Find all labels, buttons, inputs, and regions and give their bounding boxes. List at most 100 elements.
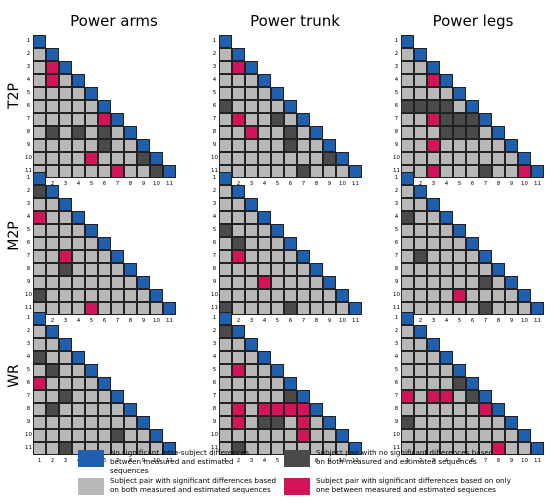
matrix-cell [401,61,414,74]
row-tick-label: 1 [26,315,31,321]
matrix-cell [46,302,59,315]
matrix-cell [414,429,427,442]
row-tick-label: 6 [26,380,31,386]
matrix-cell [33,185,46,198]
matrix-cell [137,442,150,455]
matrix-cell [297,429,310,442]
matrix-cell [33,416,46,429]
matrix-cell [46,351,59,364]
row-tick-label: 1 [394,175,399,181]
matrix-cell [33,87,46,100]
matrix-cell [124,442,137,455]
matrix-cell [492,403,505,416]
row-tick-label: 11 [211,305,218,311]
matrix-cell [258,152,271,165]
row-tick-label: 2 [394,188,399,194]
matrix-cell [245,100,258,113]
matrix-cell [245,289,258,302]
col-tick-label: 3 [249,318,254,324]
matrix-cell [401,403,414,416]
matrix-cell [466,100,479,113]
matrix-cell [85,377,98,390]
matrix-cell [518,429,531,442]
matrix-cell [310,429,323,442]
row-tick-label: 9 [212,279,217,285]
matrix-cell [232,185,245,198]
matrix-cell [85,416,98,429]
matrix-cell [245,442,258,455]
row-tick-label: 3 [394,201,399,207]
matrix-cell [323,416,336,429]
matrix-cell [59,224,72,237]
row-tick-label: 6 [394,240,399,246]
matrix-cell [72,276,85,289]
matrix-cell [414,237,427,250]
matrix-cell [98,429,111,442]
matrix-cell [297,250,310,263]
legend: No significant intra-subject differences… [0,448,550,503]
matrix-cell [401,364,414,377]
matrix-cell [492,442,505,455]
matrix-cell [310,139,323,152]
matrix-cell [85,87,98,100]
row-tick-label: 1 [212,315,217,321]
matrix-cell [98,263,111,276]
matrix-cell [232,416,245,429]
col-tick-label: 3 [249,458,254,464]
col-tick-label: 3 [431,458,436,464]
col-tick-label: 10 [339,318,346,324]
matrix-cell [46,48,59,61]
matrix-cell [466,276,479,289]
matrix-cell [414,198,427,211]
col-tick-label: 8 [496,181,501,187]
matrix-cell [72,351,85,364]
row-tick-label: 5 [394,227,399,233]
col-tick-label: 2 [50,318,55,324]
matrix-cell [219,429,232,442]
matrix-cell [33,61,46,74]
matrix-cell [401,172,414,185]
matrix-cell [271,152,284,165]
row-tick-label: 5 [26,90,31,96]
matrix-cell [232,276,245,289]
matrix-cell [245,61,258,74]
matrix-cell [150,302,163,315]
col-tick-label: 2 [50,458,55,464]
column-title-power-trunk: Power trunk [250,12,340,30]
matrix-cell [59,61,72,74]
matrix-cell [440,224,453,237]
matrix-cell [219,289,232,302]
matrix-cell [414,61,427,74]
matrix-cell [505,442,518,455]
matrix-cell [163,442,176,455]
matrix-cell [427,87,440,100]
matrix-cell [111,403,124,416]
matrix-cell [310,403,323,416]
col-tick-label: 11 [166,458,173,464]
matrix-cell [33,429,46,442]
col-tick-label: 4 [444,458,449,464]
matrix-cell [453,165,466,178]
matrix-cell [479,139,492,152]
row-tick-label: 4 [394,77,399,83]
row-tick-label: 6 [212,103,217,109]
col-tick-label: 4 [262,458,267,464]
matrix-cell [232,198,245,211]
matrix-cell [453,113,466,126]
col-tick-label: 11 [166,181,173,187]
matrix-cell [59,87,72,100]
matrix-cell [440,126,453,139]
col-tick-label: 4 [262,318,267,324]
matrix-cell [258,276,271,289]
matrix-cell [453,224,466,237]
matrix-cell [427,364,440,377]
matrix-cell [111,139,124,152]
matrix-cell [111,442,124,455]
matrix-cell [245,152,258,165]
matrix-cell [414,351,427,364]
matrix-cell [219,35,232,48]
matrix-cell [85,139,98,152]
row-tick-label: 3 [26,64,31,70]
matrix-cell [111,302,124,315]
matrix-cell [72,100,85,113]
